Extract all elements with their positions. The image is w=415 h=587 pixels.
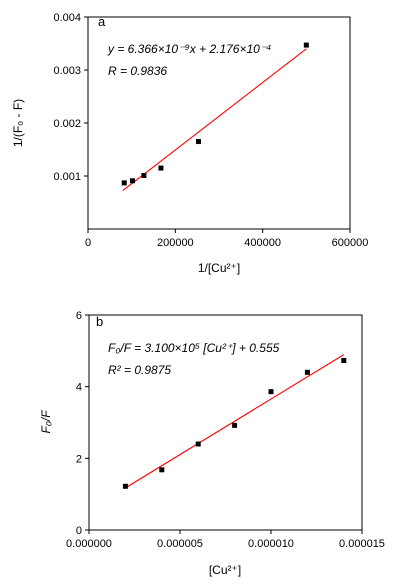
chart-b-x-tick-label: 0.000000 — [66, 538, 112, 550]
chart-b-y-tick-label: 4 — [76, 382, 82, 394]
chart-a-x-tick-label: 600000 — [332, 237, 369, 249]
chart-b-fit-line — [125, 354, 345, 489]
chart-a-y-tick-label: 0.001 — [53, 171, 81, 183]
chart-b-plot-frame — [88, 314, 363, 531]
chart-b-data-point — [268, 389, 274, 395]
chart-b-points — [122, 358, 347, 489]
chart-a-data-point — [158, 165, 164, 171]
chart-b-y-tick-label: 6 — [76, 310, 82, 322]
chart-b-data-point — [159, 467, 165, 473]
chart-b-ticks: 0.000000 0.000005 0.000010 0.000015 0 2 4 6 — [66, 310, 385, 550]
chart-b-r-value: R² = 0.9875 — [108, 363, 171, 377]
chart-a-y-tick-label: 0.003 — [53, 65, 81, 77]
chart-a-data-point — [121, 180, 127, 186]
chart-b-x-tick-label: 0.000005 — [157, 538, 203, 550]
chart-a-data-point — [141, 172, 147, 178]
chart-b-x-tick-label: 0.000015 — [339, 538, 385, 550]
chart-a-y-tick-label: 0.004 — [53, 12, 81, 24]
chart-a: 0 200000 400000 6000000.0010.0020.0030.004 … — [11, 12, 368, 275]
chart-a-equation: y = 6.366×10⁻⁹x + 2.176×10⁻⁴ — [107, 42, 271, 56]
chart-b-data-point — [341, 358, 347, 364]
chart-a-fit-line — [122, 48, 307, 191]
chart-a-r-value: R = 0.9836 — [108, 64, 167, 78]
chart-b-fit — [125, 354, 345, 489]
chart-a-ticks: 0 200000 400000 600000 0.001 0.002 0.003 0.004 — [53, 12, 368, 249]
chart-b-equation: F₀/F = 3.100×10⁵ [Cu²⁺] + 0.555 — [108, 341, 280, 355]
chart-a-y-tick-label: 0.002 — [53, 118, 81, 130]
chart-a-x-tick-label: 200000 — [157, 237, 194, 249]
chart-a-fit — [122, 48, 307, 191]
chart-a-xlabel: 1/[Cu²⁺] — [198, 261, 240, 275]
chart-a-data-point — [130, 178, 136, 184]
chart-b-panel-label: b — [96, 314, 103, 329]
chart-a-x-tick-label: 400000 — [244, 237, 281, 249]
chart-a-x-tick-label: 0 — [85, 237, 91, 249]
chart-b-data-point — [304, 369, 310, 375]
chart-a-points — [121, 42, 309, 186]
chart-a-data-point — [195, 139, 201, 145]
chart-b: 0.000000 0.000005 0.000010 0.000015 0 2 4 6 b F… — [39, 310, 385, 577]
chart-b-data-point — [122, 483, 128, 489]
chart-b-x-tick-label: 0.000010 — [248, 538, 294, 550]
chart-a-ylabel: 1/(F₀ - F) — [11, 99, 25, 147]
chart-b-data-point — [232, 422, 238, 428]
chart-b-y-tick-label: 2 — [76, 453, 82, 465]
chart-b-xlabel: [Cu²⁺] — [209, 563, 241, 577]
chart-b-data-point — [195, 441, 201, 447]
chart-b-y-tick-label: 0 — [76, 525, 82, 537]
chart-b-ylabel: F₀/F — [39, 410, 53, 434]
chart-a-panel-label: a — [98, 14, 106, 29]
chart-a-data-point — [303, 42, 309, 48]
